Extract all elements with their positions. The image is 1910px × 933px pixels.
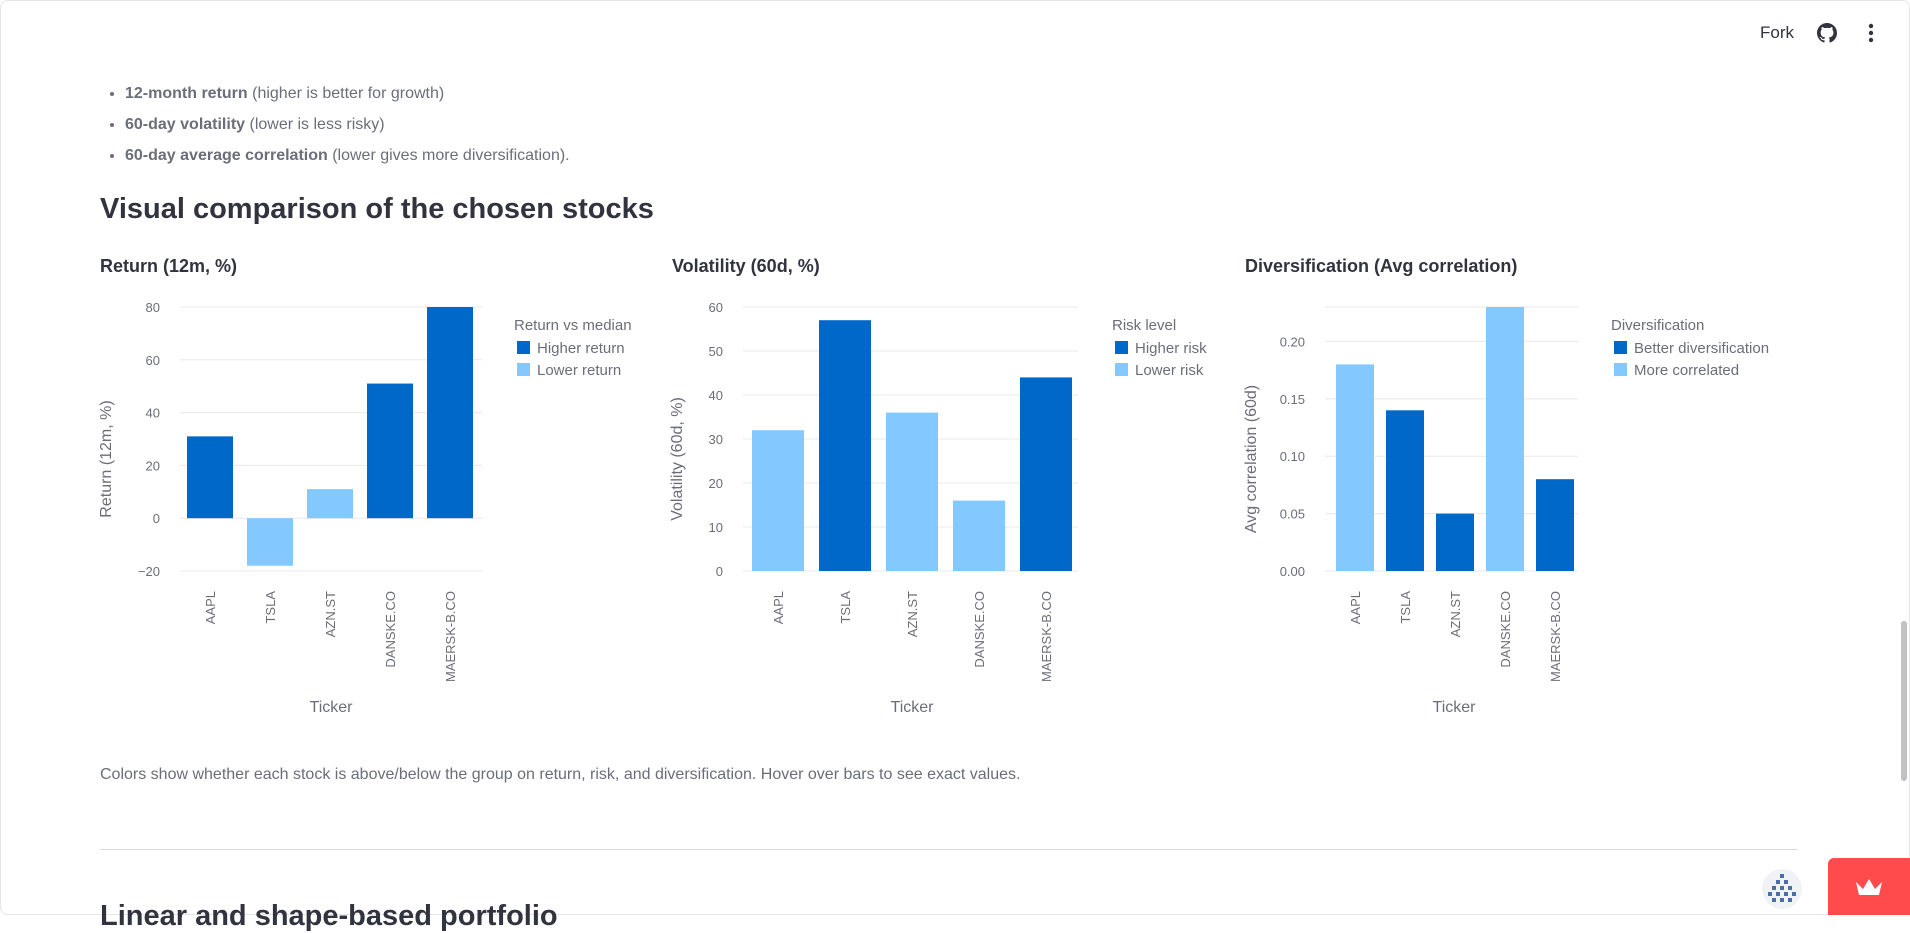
return-chart-title: Return (12m, %): [100, 256, 238, 276]
x-tick-label: DANSKE.CO: [383, 591, 398, 668]
y-axis-title: Return (12m, %): [98, 400, 115, 517]
y-tick-label: 0.05: [1280, 507, 1305, 522]
x-tick-label: DANSKE.CO: [972, 591, 987, 668]
metric-name: 12-month return: [125, 85, 248, 102]
x-tick-label: AAPL: [203, 591, 218, 624]
bar-danske-co[interactable]: [1486, 307, 1524, 571]
streamlit-badge[interactable]: [1828, 858, 1910, 915]
y-axis-title: Avg correlation (60d): [1243, 385, 1260, 533]
diversification-chart-title: Diversification (Avg correlation): [1245, 256, 1518, 276]
y-tick-label: 60: [709, 300, 723, 315]
legend-swatch[interactable]: [1614, 363, 1627, 376]
crown-icon: [1856, 878, 1882, 895]
list-item: 60-day average correlation (lower gives …: [125, 140, 570, 171]
metric-note: (higher is better for growth): [247, 85, 445, 102]
bar-azn-st[interactable]: [886, 412, 938, 571]
section-heading: Visual comparison of the chosen stocks: [100, 193, 654, 225]
x-tick-label: AAPL: [771, 591, 786, 624]
y-tick-label: 0.15: [1280, 392, 1305, 407]
y-tick-label: 0.00: [1280, 564, 1305, 579]
x-axis-title: Ticker: [891, 699, 935, 716]
legend-title: Risk level: [1112, 317, 1176, 334]
legend-label[interactable]: More correlated: [1634, 362, 1739, 379]
legend-title: Diversification: [1611, 317, 1704, 334]
y-tick-label: 0.20: [1280, 334, 1305, 349]
y-tick-label: 20: [146, 458, 160, 473]
bar-aapl[interactable]: [187, 436, 233, 519]
bar-danske-co[interactable]: [953, 500, 1005, 571]
x-tick-label: TSLA: [1398, 591, 1413, 624]
x-axis-title: Ticker: [310, 699, 354, 716]
next-section-heading: Linear and shape-based portfolio: [100, 900, 558, 932]
bar-aapl[interactable]: [1336, 364, 1374, 571]
bar-azn-st[interactable]: [307, 489, 353, 519]
list-item: 12-month return (higher is better for gr…: [125, 78, 570, 109]
github-icon[interactable]: [1816, 22, 1838, 44]
y-tick-label: 40: [146, 406, 160, 421]
scrollbar-thumb[interactable]: [1901, 621, 1907, 781]
legend-label[interactable]: Higher risk: [1135, 340, 1207, 357]
fork-button[interactable]: Fork: [1760, 23, 1794, 42]
x-tick-label: AZN.ST: [323, 591, 338, 637]
y-tick-label: 0: [716, 564, 723, 579]
legend-swatch[interactable]: [1115, 341, 1128, 354]
x-tick-label: DANSKE.CO: [1498, 591, 1513, 668]
legend-label[interactable]: Lower return: [537, 362, 621, 379]
legend-label[interactable]: Better diversification: [1634, 340, 1769, 357]
bar-maersk-b-co[interactable]: [427, 307, 473, 519]
x-tick-label: TSLA: [263, 591, 278, 624]
y-tick-label: 60: [146, 353, 160, 368]
manage-app-icon[interactable]: [1760, 868, 1804, 910]
bar-tsla[interactable]: [247, 518, 293, 566]
metrics-list: 12-month return (higher is better for gr…: [100, 78, 570, 171]
legend-swatch[interactable]: [517, 341, 530, 354]
bar-tsla[interactable]: [1386, 410, 1424, 571]
y-tick-label: 0: [153, 511, 160, 526]
legend-swatch[interactable]: [1614, 341, 1627, 354]
x-tick-label: MAERSK-B.CO: [1548, 591, 1563, 682]
y-axis-title: Volatility (60d, %): [669, 397, 686, 521]
legend-label[interactable]: Higher return: [537, 340, 625, 357]
bar-tsla[interactable]: [819, 320, 871, 571]
metric-note: (lower is less risky): [245, 116, 385, 133]
y-tick-label: 80: [146, 300, 160, 315]
x-tick-label: TSLA: [838, 591, 853, 624]
bar-maersk-b-co[interactable]: [1536, 479, 1574, 571]
y-tick-label: 50: [709, 344, 723, 359]
x-tick-label: AAPL: [1348, 591, 1363, 624]
y-tick-label: 0.10: [1280, 449, 1305, 464]
x-tick-label: MAERSK-B.CO: [443, 591, 458, 682]
x-tick-label: MAERSK-B.CO: [1039, 591, 1054, 682]
legend-swatch[interactable]: [1115, 363, 1128, 376]
x-tick-label: AZN.ST: [905, 591, 920, 637]
bar-danske-co[interactable]: [367, 383, 413, 519]
metric-name: 60-day volatility: [125, 116, 246, 133]
metric-name: 60-day average correlation: [125, 147, 328, 164]
volatility-chart-title: Volatility (60d, %): [672, 256, 820, 276]
chart-caption: Colors show whether each stock is above/…: [100, 766, 1021, 783]
metric-note: (lower gives more diversification).: [327, 147, 570, 164]
y-tick-label: 30: [709, 432, 723, 447]
more-vertical-icon[interactable]: [1860, 22, 1882, 44]
legend-title: Return vs median: [514, 317, 632, 334]
legend-label[interactable]: Lower risk: [1135, 362, 1204, 379]
bar-maersk-b-co[interactable]: [1020, 377, 1072, 571]
y-tick-label: 10: [709, 520, 723, 535]
x-tick-label: AZN.ST: [1448, 591, 1463, 637]
section-divider: [100, 849, 1797, 850]
app-toolbar: Fork: [1760, 22, 1882, 44]
bar-azn-st[interactable]: [1436, 513, 1474, 571]
y-tick-label: −20: [138, 564, 160, 579]
list-item: 60-day volatility (lower is less risky): [125, 109, 570, 140]
legend-swatch[interactable]: [517, 363, 530, 376]
y-tick-label: 20: [709, 476, 723, 491]
y-tick-label: 40: [709, 388, 723, 403]
bar-aapl[interactable]: [752, 430, 804, 571]
x-axis-title: Ticker: [1433, 699, 1477, 716]
